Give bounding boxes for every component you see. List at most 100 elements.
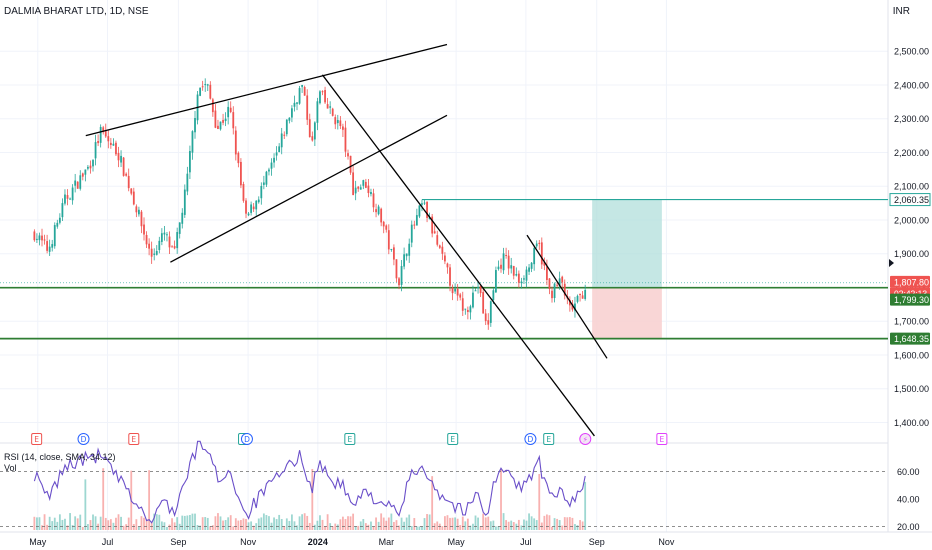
candle-body (561, 276, 564, 283)
candle-body (298, 88, 301, 104)
price-tick-label: 1,900.00 (894, 249, 929, 259)
volume-bar (380, 513, 383, 530)
candle-body (553, 283, 556, 299)
volume-bar (561, 525, 564, 530)
trendlines[interactable] (85, 43, 608, 437)
volume-bar (357, 525, 360, 530)
candle-body (482, 292, 485, 314)
event-marker[interactable] (77, 433, 90, 445)
candle-body (512, 266, 515, 276)
volume-bar (449, 517, 451, 530)
candle-body (408, 243, 411, 256)
candle-body (393, 247, 395, 260)
volume-bar (326, 514, 329, 530)
volume-bar (451, 517, 454, 530)
rsi-legend-label[interactable]: RSI (14, close, SMA, 34.12) (4, 452, 116, 462)
volume-legend-label[interactable]: Vol (4, 463, 17, 473)
candle-body (500, 264, 502, 269)
candle-body (288, 117, 291, 121)
volume-bar (36, 517, 38, 530)
volume-bar (566, 517, 569, 530)
candle-body (492, 290, 495, 301)
candle-body (464, 308, 467, 310)
volume-bar (492, 520, 495, 530)
candle-body (102, 127, 105, 133)
candle-body (291, 108, 293, 118)
volume-bar (581, 521, 584, 530)
event-marker[interactable] (344, 433, 356, 445)
candle-body (227, 106, 230, 118)
volume-bar (495, 526, 497, 530)
volume-bar (61, 519, 64, 530)
volume-bar (461, 516, 464, 530)
candle-body (321, 91, 324, 93)
event-marker[interactable] (524, 433, 537, 445)
time-tick-label: Jul (520, 537, 532, 547)
event-marker[interactable] (656, 433, 668, 445)
volume-bar (189, 514, 191, 530)
candle-body (387, 230, 390, 250)
volume-bar (107, 520, 110, 530)
candle-body (166, 234, 168, 236)
candle-body (313, 122, 316, 140)
candle-body (385, 225, 388, 230)
trendline (321, 74, 595, 437)
time-axis[interactable]: May Jul Sep Nov 2024 Mar May Jul Sep Nov (29, 537, 675, 547)
event-markers[interactable]: EDEEDEEDE⚡E (31, 433, 668, 445)
candle-body (364, 181, 367, 188)
event-marker[interactable] (447, 433, 459, 445)
chart-title: DALMIA BHARAT LTD, 1D, NSE (4, 6, 149, 17)
event-marker-letter: E (450, 435, 455, 444)
volume-bar (398, 525, 400, 530)
volume-bar (191, 513, 194, 530)
stop-price-badge: 1,648.35 (894, 334, 929, 344)
volume-bar (548, 515, 551, 530)
price-axis[interactable]: 2,500.00 2,400.00 2,300.00 2,200.00 2,100.00… (889, 47, 931, 532)
volume-bar (209, 526, 212, 530)
candle-body (426, 201, 428, 218)
volume-bar (252, 525, 255, 530)
time-tick-label: Sep (589, 537, 605, 547)
currency-label[interactable]: INR (892, 6, 910, 17)
volume-bars (33, 468, 587, 530)
event-marker[interactable] (128, 433, 140, 445)
volume-bar (441, 526, 444, 530)
volume-bar (138, 526, 140, 530)
candle-body (257, 199, 260, 203)
candle-body (51, 244, 54, 248)
candle-body (155, 251, 158, 255)
candle-body (163, 232, 166, 235)
volume-bar (352, 513, 355, 530)
candle-body (229, 107, 232, 112)
volume-bar (293, 521, 296, 530)
candle-body (178, 222, 181, 234)
candle-body (510, 265, 513, 269)
event-marker[interactable] (579, 433, 592, 445)
candle-body (97, 140, 100, 144)
rsi-line (33, 440, 586, 524)
volume-bar (308, 522, 311, 530)
candle-body (436, 235, 439, 245)
candle-body (344, 127, 347, 152)
event-marker[interactable] (240, 433, 253, 445)
volume-bar (543, 515, 546, 530)
volume-bar (517, 519, 520, 530)
volume-bar (456, 518, 459, 530)
candle-body (405, 253, 408, 257)
candle-body (43, 239, 46, 241)
volume-bar (211, 525, 214, 530)
volume-bar (89, 520, 92, 530)
volume-bar (431, 476, 434, 530)
volume-bar (196, 525, 199, 530)
candle-body (446, 263, 449, 268)
volume-bar (372, 526, 375, 530)
volume-bar (79, 514, 82, 530)
candle-body (219, 121, 222, 130)
entry-price-badge: 1,799.30 (894, 295, 929, 305)
event-marker[interactable] (31, 433, 43, 445)
scroll-arrow-icon[interactable] (889, 259, 894, 267)
volume-bar (408, 514, 411, 530)
event-marker[interactable] (543, 433, 555, 445)
volume-bar (283, 526, 286, 530)
